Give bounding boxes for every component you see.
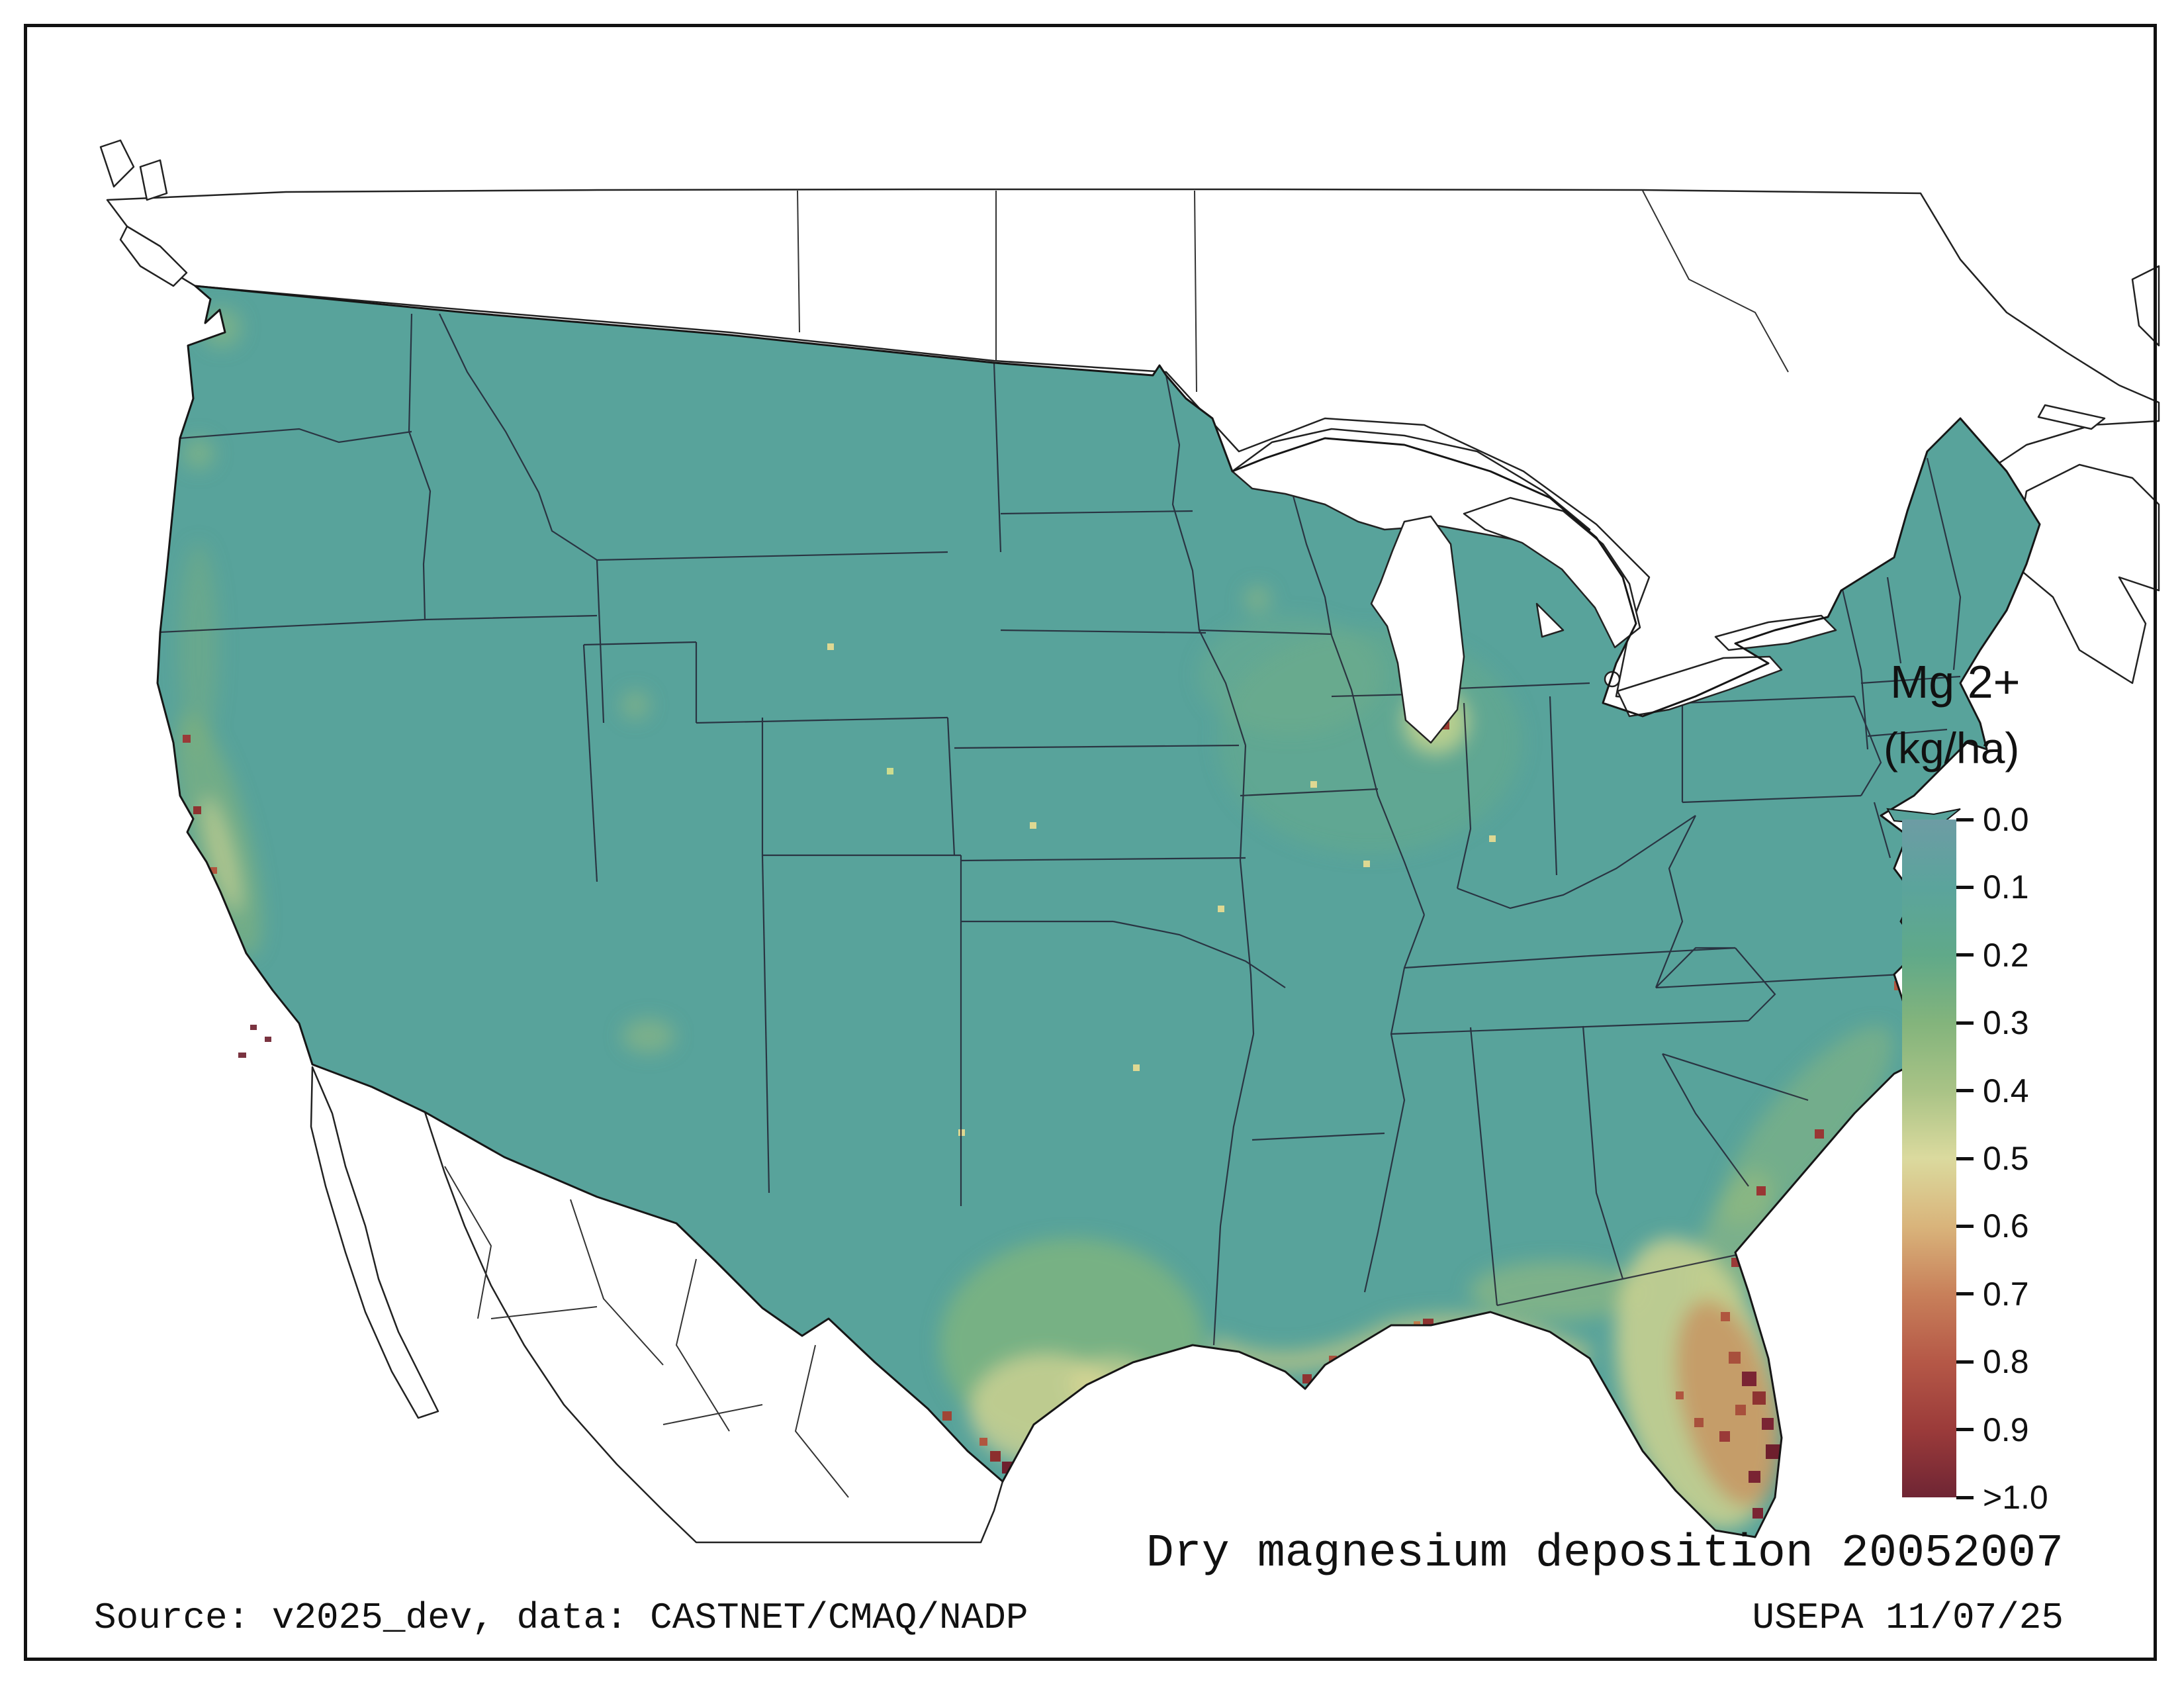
mexico-state-borders [444, 1166, 849, 1498]
tick-mark [1956, 1156, 1974, 1160]
saginaw-bay [1535, 602, 1565, 638]
source-text: Source: v2025_dev, data: CASTNET/CMAQ/NA… [94, 1597, 1028, 1639]
tick-mark [1956, 1495, 1974, 1499]
lake-huron [1463, 496, 1641, 649]
legend-title: Mg 2+ [1890, 656, 2021, 708]
tick-mark [1956, 1224, 1974, 1228]
map-caption-title: Dry magnesium deposition 20052007 [1146, 1528, 2064, 1580]
state-borders [159, 313, 1962, 1346]
tick-mark [1956, 1089, 1974, 1093]
legend-units: (kg/ha) [1884, 724, 2020, 773]
tick-mark [1956, 953, 1974, 957]
lake-ontario [1714, 614, 1837, 651]
canada-province-borders [797, 190, 1789, 393]
tick-mark [1956, 818, 1974, 821]
lake-st-clair [1604, 671, 1621, 688]
great-lakes [1231, 428, 1837, 744]
legend-ticks: 0.00.10.20.30.40.50.60.70.80.9>1.0 [1956, 803, 2102, 1514]
lake-michigan [1370, 515, 1465, 744]
channel-islands [238, 1025, 271, 1058]
agency-credit-text: USEPA 11/07/25 [1752, 1597, 2064, 1639]
lake-erie [1616, 655, 1783, 718]
tick-mark [1956, 1292, 1974, 1296]
canada-outline [99, 139, 2160, 704]
legend-colorbar [1902, 820, 1956, 1497]
tick-mark [1956, 885, 1974, 889]
tick-mark [1956, 1360, 1974, 1364]
tick-mark [1956, 1021, 1974, 1025]
tick-mark [1956, 1428, 1974, 1432]
